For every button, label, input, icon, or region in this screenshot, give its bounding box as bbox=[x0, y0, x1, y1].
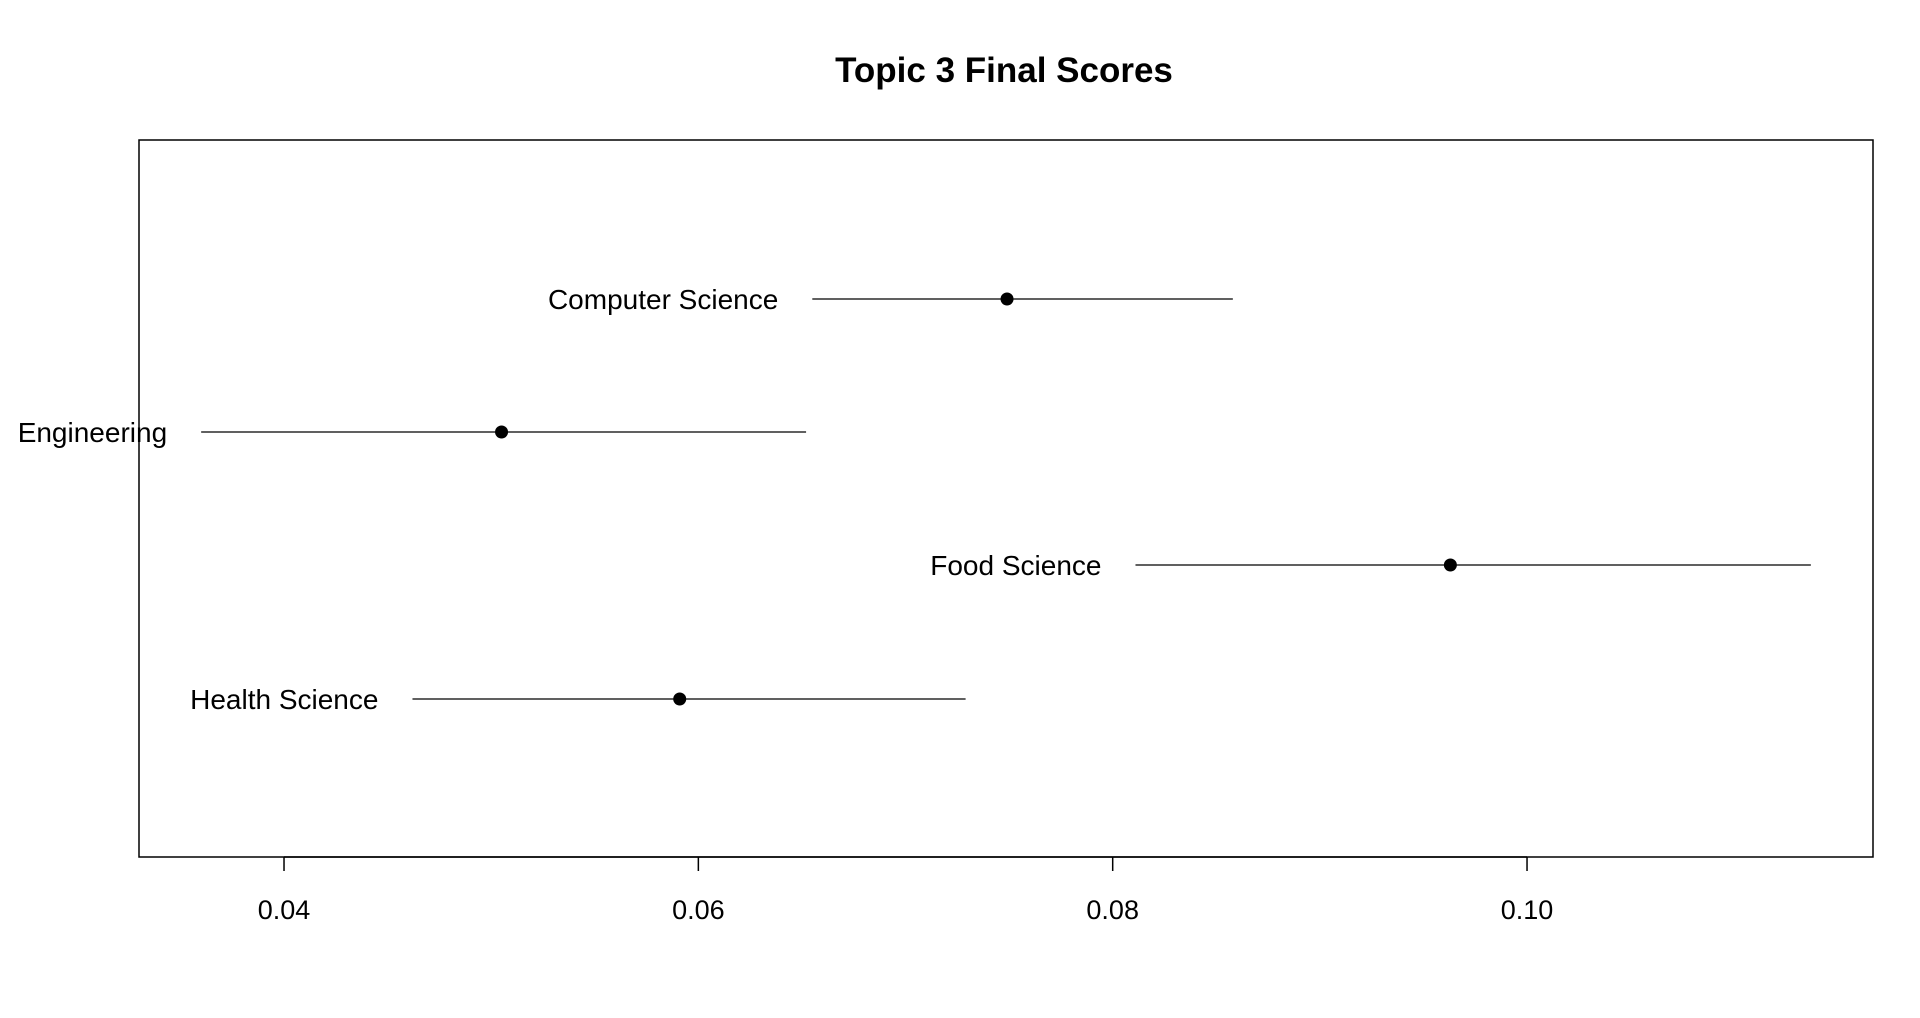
category-label: Engineering bbox=[18, 417, 167, 448]
category-label: Computer Science bbox=[548, 284, 778, 315]
estimate-series: Computer Science Engineering Food Science H… bbox=[18, 284, 1811, 715]
estimate-point bbox=[673, 692, 687, 706]
estimate-point bbox=[1000, 292, 1014, 306]
category-label: Food Science bbox=[930, 550, 1101, 581]
estimate-point bbox=[1443, 558, 1457, 572]
plot-frame bbox=[138, 139, 1874, 858]
x-tick-label: 0.08 bbox=[1086, 895, 1139, 925]
x-tick-label: 0.04 bbox=[258, 895, 311, 925]
estimate-point bbox=[495, 425, 509, 439]
category-label: Health Science bbox=[190, 684, 378, 715]
x-tick-label: 0.06 bbox=[672, 895, 725, 925]
chart-title: Topic 3 Final Scores bbox=[835, 51, 1173, 90]
x-tick-label: 0.10 bbox=[1501, 895, 1554, 925]
x-axis: 0.04 0.06 0.08 0.10 bbox=[258, 856, 1554, 925]
